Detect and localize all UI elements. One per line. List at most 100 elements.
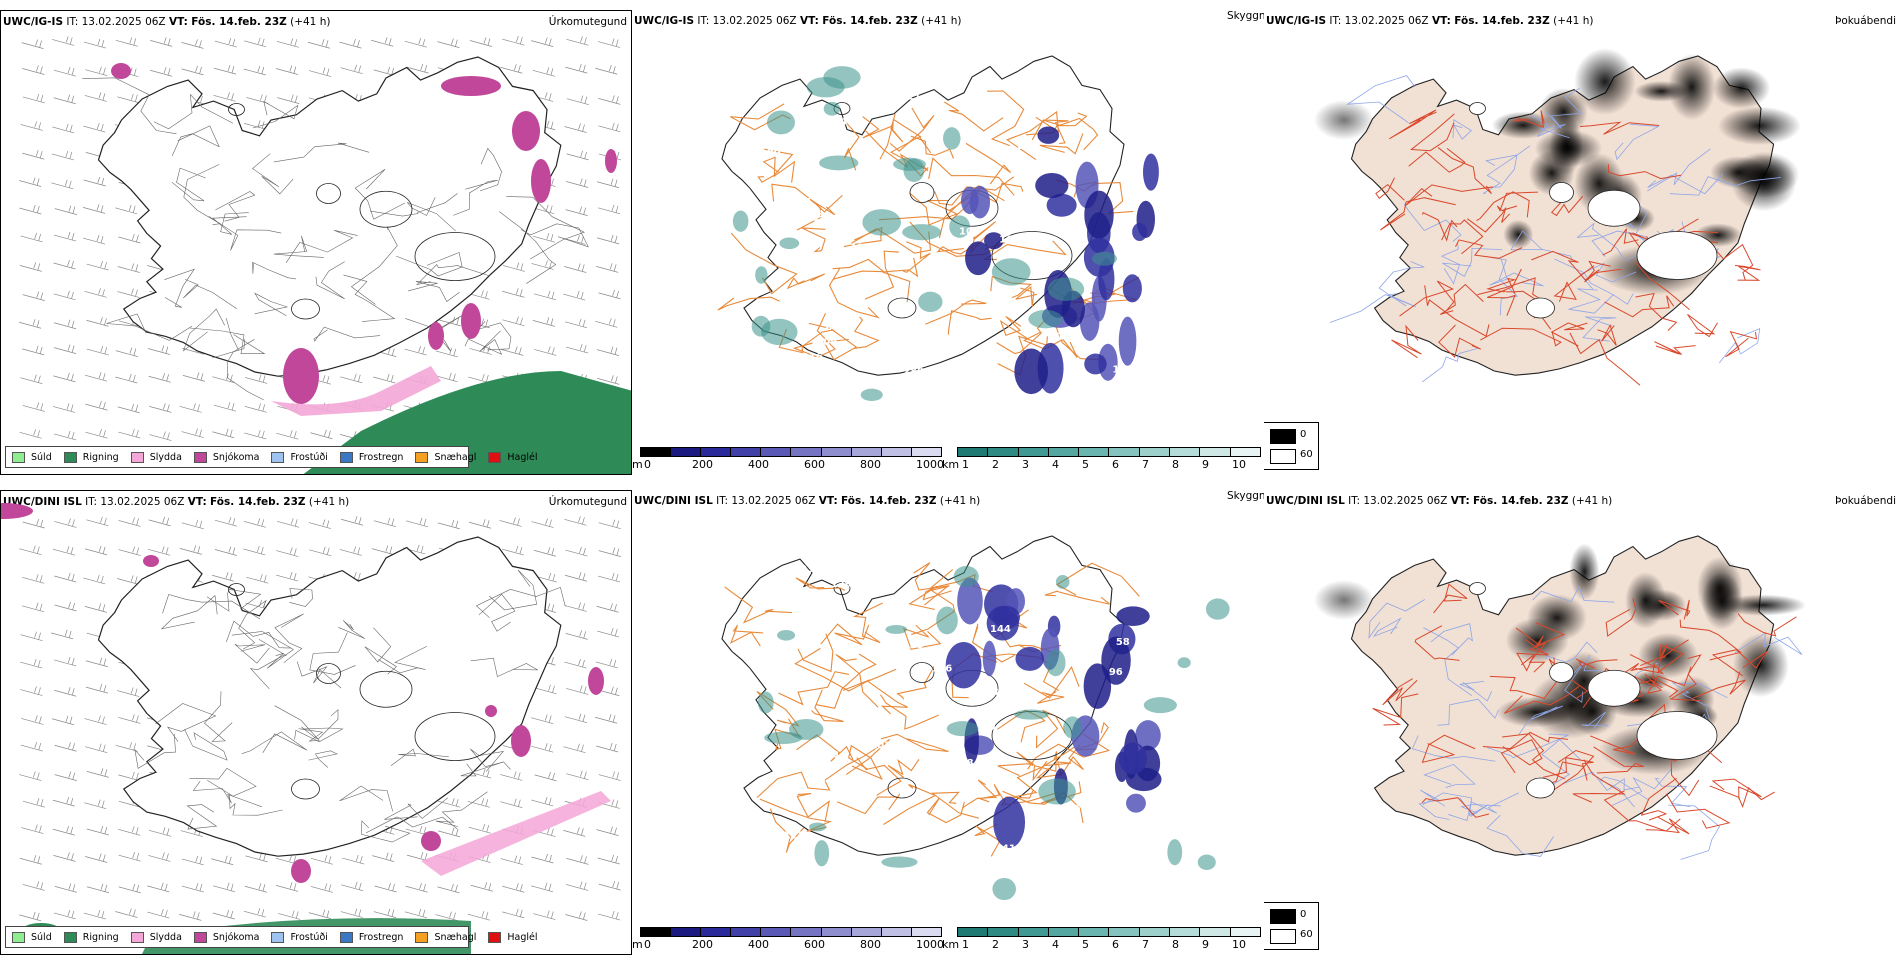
visibility-value-label: 100 (1156, 323, 1177, 334)
visibility-value-label: 102 (870, 741, 891, 752)
coastline (97, 56, 562, 377)
fog-legend-swatch-top (1270, 429, 1296, 444)
legend-label: Rigning (82, 931, 119, 943)
visibility-value-label: 125 (784, 831, 805, 842)
colorbar-tick-label: 4 (1052, 458, 1059, 471)
forecast-row: UWC/IG-IS IT: 13.02.2025 06Z VT: Fös. 14… (0, 10, 1900, 480)
lead-time: (+41 h) (1553, 15, 1594, 27)
colorbar-segment (1139, 448, 1171, 456)
precip-legend-item: Frostúði (271, 931, 328, 943)
colorbar-segment (641, 928, 672, 936)
panel-title: Þokuábendi (1835, 495, 1896, 507)
colorbar-tick-label: 6 (1112, 458, 1119, 471)
vt-value: Fös. 14.feb. 23Z (841, 495, 937, 507)
colorbar-segment (1230, 448, 1260, 456)
colorbar-tick-label: 400 (748, 458, 769, 471)
precip-legend-item: Slydda (130, 451, 182, 463)
colorbar-segment (1079, 448, 1110, 456)
colorbar-segment (988, 448, 1019, 456)
visibility-value-label: 67 (1174, 217, 1188, 228)
visibility-value-label: 58 (1116, 637, 1130, 648)
it-value: 13.02.2025 06Z (712, 15, 797, 27)
colorbar-segment (881, 928, 912, 936)
precip-legend-item: Súld (12, 931, 52, 943)
panel-header: UWC/DINI ISL IT: 13.02.2025 06Z VT: Fös.… (3, 496, 349, 509)
legend-swatch (271, 931, 285, 943)
colorbar-segment (701, 448, 732, 456)
colorbar-tick-label: 200 (692, 458, 713, 471)
colorbar-segment (731, 928, 762, 936)
visibility-value-label: 41 (1002, 844, 1016, 855)
visibility-value-label: 113 (1098, 816, 1119, 827)
fog-legend-bottom-label: 60 (1300, 449, 1313, 460)
colorbar-tick-label: 3 (1022, 458, 1029, 471)
visibility-value-label: 13 (1058, 825, 1072, 836)
colorbar-segment (1200, 928, 1231, 936)
visibility-panel: UWC/IG-IS IT: 13.02.2025 06Z VT: Fös. 14… (632, 10, 1264, 480)
precip-legend-item: Rigning (63, 451, 119, 463)
visibility-value-label: 109 (816, 337, 837, 348)
legend-label: Snæhagl (434, 931, 477, 943)
cloudbase-colorbar (640, 927, 942, 937)
legend-label: Rigning (82, 451, 119, 463)
colorbar-tick-label: 9 (1202, 458, 1209, 471)
visibility-colorbar (957, 447, 1261, 457)
colorbar-segment (881, 448, 912, 456)
it-value: 13.02.2025 06Z (100, 496, 185, 508)
legend-label: Snjókoma (212, 451, 260, 463)
visibility-value-label: 101 (764, 367, 785, 378)
visibility-value-label: 125 (1062, 373, 1083, 384)
colorbar-segment (761, 448, 792, 456)
legend-label: Snjókoma (212, 931, 260, 943)
colorbar-segment (641, 448, 672, 456)
legend-label: Slydda (149, 451, 182, 463)
precip-legend-item: Frostregn (339, 931, 404, 943)
visibility-value-label: 135 (903, 640, 924, 651)
vt-value: Fös. 14.feb. 23Z (822, 15, 918, 27)
precip-legend-item: Snæhagl (415, 451, 476, 463)
precip-map (18, 36, 631, 474)
colorbar-tick-label: 600 (804, 938, 825, 951)
visibility-value-label: 66 (1179, 711, 1193, 722)
legend-swatch (193, 451, 207, 463)
vt-label: VT: (168, 16, 188, 28)
colorbar-segment (791, 928, 822, 936)
legend-swatch (488, 451, 502, 463)
precip-legend: Súld Rigning Slydda Snjókoma Frostúði Frostre… (5, 446, 538, 468)
visibility-value-label: 103 (978, 687, 999, 698)
colorbar-segment (1048, 448, 1080, 456)
it-label: IT: (1348, 495, 1361, 507)
colorbar-segment (821, 448, 852, 456)
precip-legend-item: Snjókoma (193, 451, 260, 463)
visibility-unit: km (942, 938, 960, 951)
panel-header: UWC/IG-IS IT: 13.02.2025 06Z VT: Fös. 14… (1266, 15, 1593, 28)
colorbar-tick-label: 8 (1172, 458, 1179, 471)
precip-legend-item: Frostregn (339, 451, 404, 463)
vt-label: VT: (799, 15, 819, 27)
legend-label: Frostregn (358, 931, 404, 943)
lead-time: (+41 h) (290, 16, 331, 28)
panel-title: Úrkomutegund (548, 496, 627, 508)
panel-header: UWC/DINI ISL IT: 13.02.2025 06Z VT: Fös.… (634, 495, 980, 508)
legend-swatch (130, 931, 144, 943)
colorbar-tick-label: 1 (962, 938, 969, 951)
precip-legend-item: Haglél (488, 451, 538, 463)
visibility-value-label: 140 (1057, 331, 1078, 342)
cloudbase-colorbar (640, 447, 942, 457)
fog-legend-swatch-bottom (1270, 449, 1296, 464)
visibility-value-label: 109 (862, 842, 883, 853)
visibility-value-label: 161 (1050, 255, 1071, 266)
colorbar-segment (821, 928, 852, 936)
vt-value: Fös. 14.feb. 23Z (1454, 15, 1550, 27)
legend-swatch (130, 451, 144, 463)
visibility-value-label: 129 (831, 579, 852, 590)
legend-label: Frostregn (358, 451, 404, 463)
colorbar-tick-label: 6 (1112, 938, 1119, 951)
panel-header: UWC/IG-IS IT: 13.02.2025 06Z VT: Fös. 14… (3, 16, 330, 29)
visibility-value-label: 245 (833, 116, 854, 127)
visibility-value-label: 172 (813, 213, 834, 224)
colorbar-segment (761, 928, 792, 936)
visibility-map: 101 109 113 155 108 100 69 161 245 114 308 289 125 10… (717, 55, 1188, 402)
colorbar-tick-label: 10 (1232, 938, 1246, 951)
fog-legend-top-label: 0 (1300, 429, 1307, 440)
